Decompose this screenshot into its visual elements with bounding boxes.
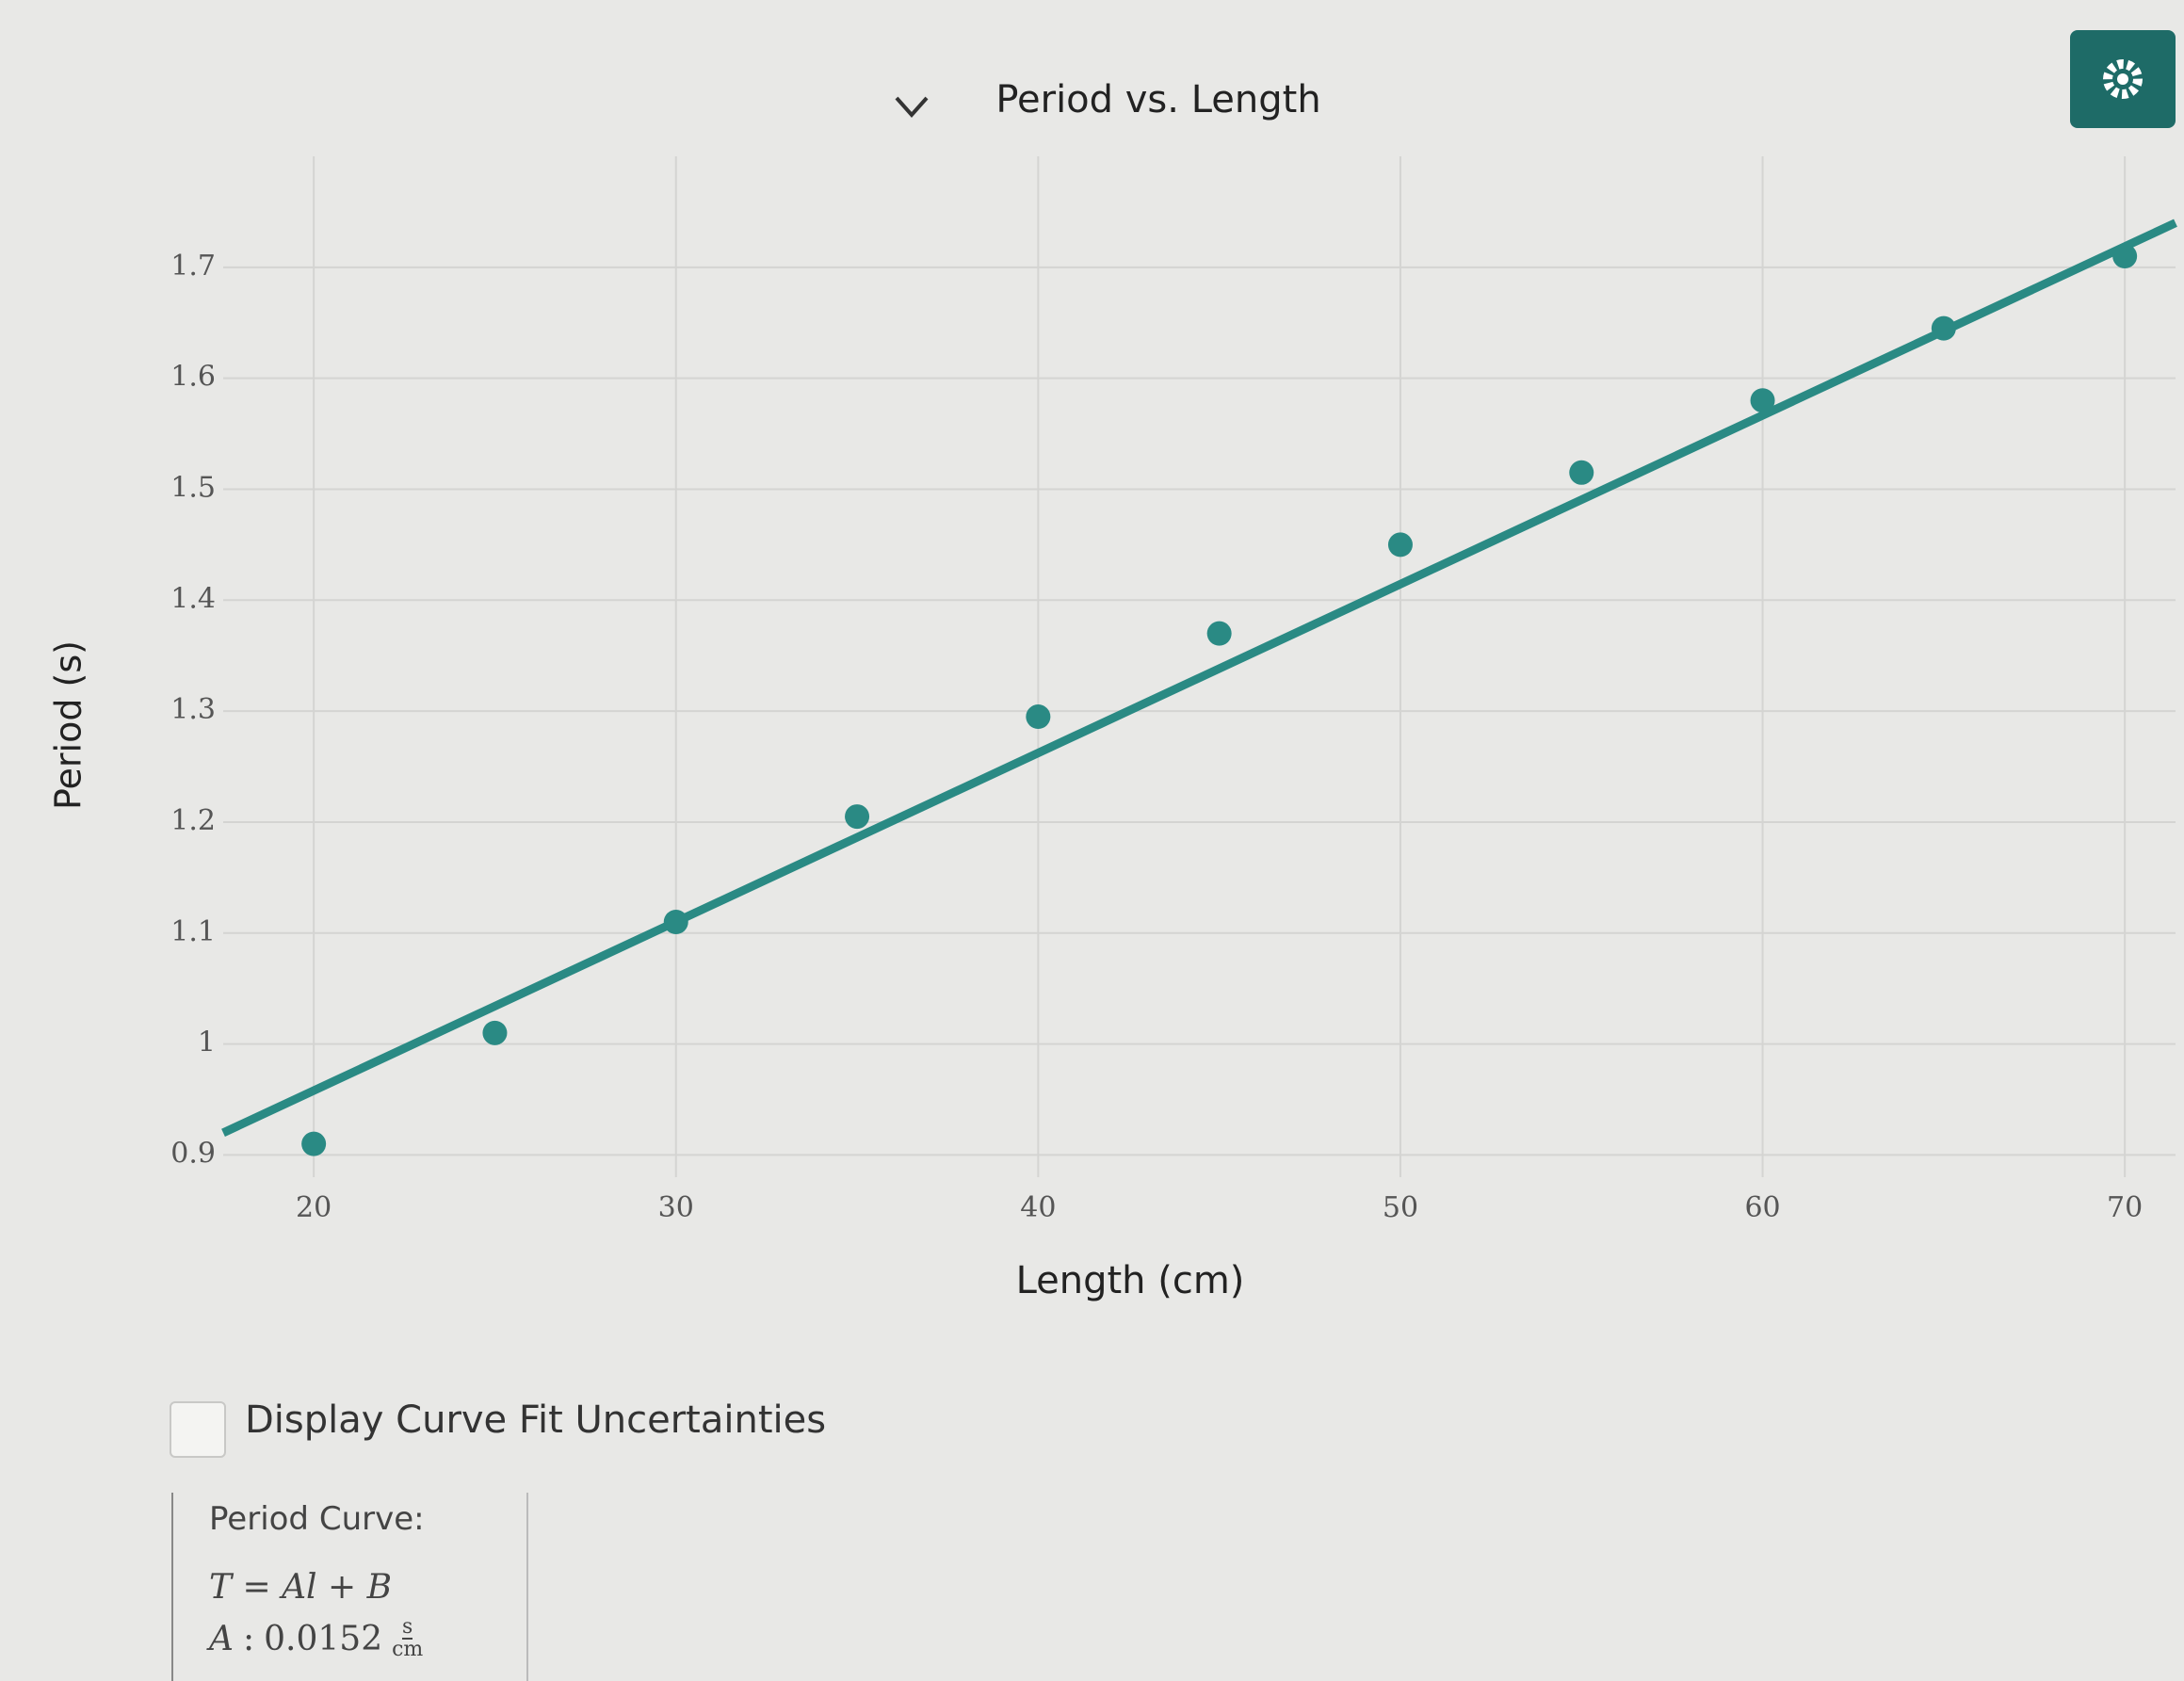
- checkbox-label[interactable]: Display Curve Fit Uncertainties: [245, 1398, 827, 1442]
- y-tick-label: 1.4: [170, 582, 216, 615]
- equation: T = Al + B: [209, 1568, 393, 1607]
- y-tick-label: 0.9: [170, 1137, 216, 1170]
- checkbox[interactable]: [170, 1401, 226, 1458]
- x-tick-label: 50: [1383, 1191, 1418, 1224]
- data-point: [663, 910, 688, 934]
- y-tick-label: 1.6: [170, 361, 216, 394]
- param-unit: s cm: [392, 1617, 423, 1660]
- chevron[interactable]: [895, 96, 929, 119]
- x-tick-label: 20: [296, 1191, 332, 1224]
- param-sep: :: [243, 1619, 255, 1658]
- y-tick-label: 1: [198, 1026, 216, 1059]
- data-point: [301, 1131, 327, 1156]
- unit-num: s: [402, 1615, 413, 1640]
- param-name: A: [209, 1619, 234, 1658]
- data-point: [1750, 388, 1775, 413]
- y-tick-label: 1.3: [170, 693, 216, 726]
- data-point: [482, 1020, 508, 1045]
- fit-line: [221, 218, 2177, 1137]
- x-tick-label: 40: [1020, 1191, 1056, 1224]
- fit-panel: Period Curve: T = Al + B A : 0.0152 s cm: [171, 1493, 528, 1681]
- unit-den: cm: [392, 1638, 424, 1661]
- y-axis-label: Period (s): [48, 640, 89, 810]
- panel-title: Period Curve:: [209, 1500, 425, 1538]
- x-axis-label: Length (cm): [1016, 1259, 1245, 1302]
- chart-title: Period vs. Length: [995, 78, 1320, 121]
- data-point: [1931, 315, 1956, 341]
- gear-icon: [2103, 59, 2143, 99]
- parameter: A : 0.0152 s cm: [209, 1617, 423, 1660]
- y-tick-label: 1.1: [170, 915, 216, 948]
- data-point: [2112, 244, 2138, 269]
- x-tick-label: 30: [658, 1191, 694, 1224]
- data-point: [1387, 532, 1413, 558]
- chart: Period vs. Length Length (cm) Period (s)…: [48, 78, 2177, 1302]
- data-point: [1026, 704, 1051, 730]
- data-point: [845, 804, 870, 830]
- settings-button[interactable]: [2070, 30, 2176, 128]
- data-point: [1206, 621, 1232, 646]
- data-point: [1569, 460, 1594, 485]
- x-tick-label: 70: [2107, 1191, 2143, 1224]
- x-tick-label: 60: [1744, 1191, 1780, 1224]
- y-tick-label: 1.2: [170, 804, 216, 837]
- param-value: 0.0152: [264, 1619, 383, 1658]
- y-tick-label: 1.7: [170, 250, 216, 283]
- y-tick-label: 1.5: [170, 471, 216, 504]
